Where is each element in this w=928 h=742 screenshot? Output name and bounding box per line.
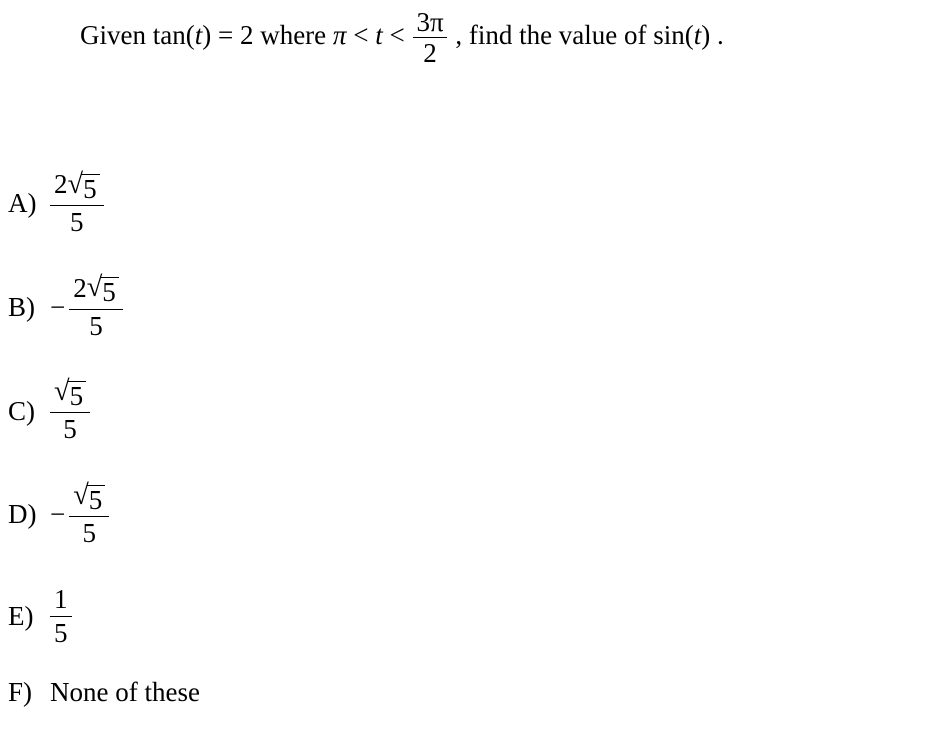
q-frac-num-text: 3π bbox=[416, 7, 443, 37]
option-b-num: 2√5 bbox=[69, 274, 123, 310]
option-a-den: 5 bbox=[50, 206, 104, 238]
q-suffix: ) . bbox=[701, 20, 724, 50]
option-a-num: 2√5 bbox=[50, 170, 104, 206]
q-pi1: π bbox=[333, 20, 347, 50]
page-root: Given tan(t) = 2 where π < t < 3π2 , fin… bbox=[0, 0, 928, 720]
option-c-num: √5 bbox=[50, 377, 90, 413]
option-f-text: None of these bbox=[50, 679, 200, 706]
q-prefix: Given tan( bbox=[80, 20, 195, 50]
option-b-frac: 2√5 5 bbox=[69, 274, 123, 342]
option-b-label: B) bbox=[8, 294, 50, 321]
option-a[interactable]: A) 2√5 5 bbox=[8, 170, 200, 238]
option-c-sqrt-arg: 5 bbox=[68, 381, 87, 410]
option-e-num: 1 bbox=[50, 585, 72, 618]
option-f[interactable]: F) None of these bbox=[8, 679, 200, 706]
option-c-den: 5 bbox=[50, 413, 90, 445]
q-frac-num: 3π bbox=[413, 8, 446, 38]
q-frac-den: 2 bbox=[413, 38, 446, 67]
option-d[interactable]: D) − √5 5 bbox=[8, 481, 200, 549]
option-c-sqrt: √5 bbox=[54, 378, 86, 410]
option-a-label: A) bbox=[8, 190, 50, 217]
option-a-coeff: 2 bbox=[54, 169, 68, 199]
option-e-label: E) bbox=[8, 603, 50, 630]
option-a-sqrt-arg: 5 bbox=[81, 174, 100, 203]
option-a-sqrt: √5 bbox=[68, 171, 100, 203]
option-f-label: F) bbox=[8, 679, 50, 706]
option-a-frac: 2√5 5 bbox=[50, 170, 104, 238]
option-d-den: 5 bbox=[69, 517, 109, 549]
q-frac: 3π2 bbox=[413, 8, 446, 68]
q-lt: < bbox=[346, 20, 375, 50]
option-d-label: D) bbox=[8, 501, 50, 528]
option-d-sqrt: √5 bbox=[73, 482, 105, 514]
option-e[interactable]: E) 1 5 bbox=[8, 585, 200, 649]
option-b-coeff: 2 bbox=[73, 273, 87, 303]
option-b-neg: − bbox=[50, 294, 65, 321]
option-b-sqrt: √5 bbox=[87, 274, 119, 306]
question-text: Given tan(t) = 2 where π < t < 3π2 , fin… bbox=[80, 8, 724, 68]
option-b-den: 5 bbox=[69, 310, 123, 342]
q-mid1: ) = 2 where bbox=[202, 20, 333, 50]
q-mid2: , find the value of sin( bbox=[449, 20, 694, 50]
q-var2: t bbox=[375, 20, 383, 50]
q-lt2: < bbox=[383, 20, 412, 50]
option-d-neg: − bbox=[50, 501, 65, 528]
option-c-label: C) bbox=[8, 398, 50, 425]
option-c[interactable]: C) √5 5 bbox=[8, 377, 200, 445]
option-b[interactable]: B) − 2√5 5 bbox=[8, 274, 200, 342]
option-b-sqrt-arg: 5 bbox=[100, 277, 119, 306]
option-e-den: 5 bbox=[50, 617, 72, 649]
option-d-sqrt-arg: 5 bbox=[87, 485, 106, 514]
option-d-frac: √5 5 bbox=[69, 481, 109, 549]
option-d-num: √5 bbox=[69, 481, 109, 517]
options-list: A) 2√5 5 B) − 2√5 5 C) √ bbox=[8, 170, 200, 742]
option-e-frac: 1 5 bbox=[50, 585, 72, 649]
option-c-frac: √5 5 bbox=[50, 377, 90, 445]
